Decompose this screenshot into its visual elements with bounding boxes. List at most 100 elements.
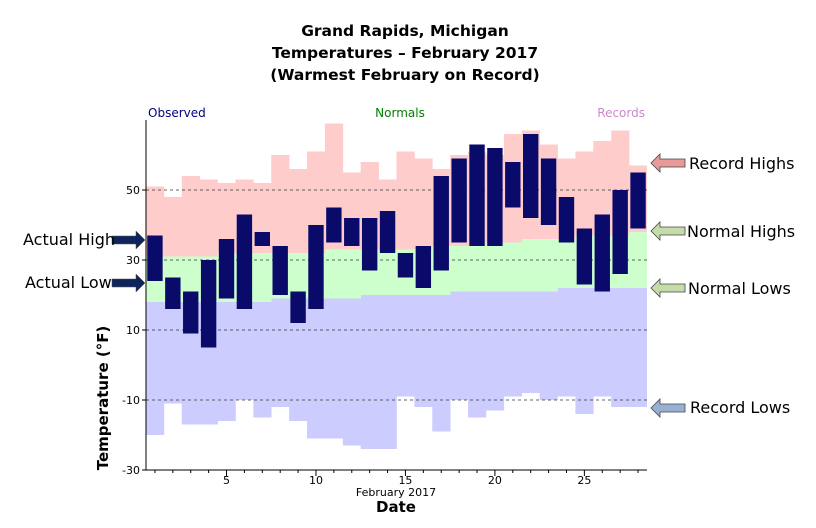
observed-bar (379, 211, 396, 253)
x-tick-label: 25 (577, 474, 591, 487)
callout-normal-lows: Normal Lows (688, 279, 791, 298)
observed-bar (183, 291, 199, 334)
record-low-band (468, 291, 487, 418)
record-low-band (485, 291, 505, 411)
arrow-record-highs-icon (650, 153, 686, 173)
chart-title-line-1: Grand Rapids, Michigan (301, 22, 509, 40)
observed-bar (290, 291, 306, 323)
y-axis-label: Temperature (°F) (94, 326, 112, 471)
observed-bar (630, 172, 646, 229)
record-low-band (271, 298, 290, 407)
observed-bar (361, 218, 378, 271)
x-tick-label: 15 (398, 474, 412, 487)
y-tick-label: 10 (126, 324, 140, 337)
observed-bar (540, 158, 557, 225)
normal-band (450, 246, 469, 292)
observed-bar (576, 228, 593, 285)
record-low-band (307, 298, 326, 439)
observed-bar (254, 232, 270, 246)
observed-bar (272, 246, 288, 295)
record-high-band (199, 179, 218, 257)
record-low-band (163, 302, 183, 404)
observed-bar (469, 144, 485, 246)
record-low-band (503, 291, 523, 397)
x-tick-label: 10 (309, 474, 323, 487)
observed-bar (147, 235, 163, 281)
record-low-band (253, 302, 272, 418)
observed-bar (165, 277, 181, 309)
axes (145, 120, 647, 471)
record-low-band (289, 298, 308, 421)
record-high-band (181, 176, 200, 257)
observed-bar (451, 158, 467, 243)
normal-band (342, 249, 362, 299)
record-low-band (146, 302, 165, 435)
record-high-band (271, 155, 290, 253)
record-high-band (217, 183, 236, 253)
observed-bar (308, 225, 324, 309)
callout-normal-highs: Normal Highs (687, 222, 796, 241)
normal-band (521, 239, 540, 292)
record-high-band (593, 141, 612, 236)
y-tick-label: 30 (126, 254, 140, 267)
record-low-band (450, 291, 469, 400)
x-tick-label: 20 (488, 474, 502, 487)
record-low-band (521, 291, 540, 393)
x-tick-label: 5 (223, 474, 230, 487)
record-high-band (575, 151, 594, 236)
observed-bar (594, 214, 610, 292)
normal-band (324, 249, 344, 299)
normal-band (539, 239, 558, 292)
callout-record-lows: Record Lows (690, 398, 791, 417)
record-low-band (342, 298, 362, 446)
arrow-record-lows-icon (650, 398, 686, 418)
record-low-band (593, 288, 612, 397)
observed-bar (200, 260, 217, 348)
record-low-band (414, 295, 433, 407)
observed-bar (415, 246, 432, 288)
record-low-band (217, 302, 236, 421)
observed-bar (433, 176, 449, 271)
record-low-band (575, 288, 594, 414)
ticks: -30 -10 10 30 50 5 10 15 20 25 (122, 184, 639, 487)
normal-band (557, 239, 576, 288)
record-low-band (432, 295, 451, 432)
record-high-band (163, 197, 183, 257)
record-high-band (396, 151, 415, 250)
normal-band (253, 253, 272, 302)
normal-band (378, 249, 397, 295)
record-low-band (378, 295, 397, 449)
legend-records: Records (597, 106, 645, 120)
chart-title-line-2: Temperatures – February 2017 (271, 44, 539, 62)
observed-bar (344, 218, 360, 246)
observed-bar (558, 197, 575, 243)
record-low-band (324, 298, 344, 439)
callout-actual-high: Actual High (23, 230, 115, 249)
arrow-actual-high-icon (111, 230, 146, 250)
x-axis-label: Date (376, 498, 416, 516)
observed-bar (326, 207, 342, 243)
arrow-normal-lows-icon (650, 278, 686, 298)
record-high-band (289, 169, 308, 253)
record-low-band (629, 288, 647, 407)
normal-band (181, 256, 200, 302)
observed-bar (236, 214, 253, 309)
normal-band (485, 242, 505, 292)
arrow-normal-highs-icon (650, 221, 686, 241)
chart-title-line-3: (Warmest February on Record) (270, 66, 540, 84)
record-low-band (539, 291, 558, 400)
legend-normals: Normals (375, 106, 425, 120)
observed-bars (147, 134, 646, 348)
normal-band (468, 246, 487, 292)
y-tick-label: 50 (126, 184, 140, 197)
observed-bar (487, 148, 503, 246)
record-low-band (557, 288, 576, 397)
y-tick-label: -30 (122, 464, 140, 477)
record-low-band (611, 288, 630, 407)
record-low-band (235, 302, 254, 400)
observed-bar (218, 239, 235, 299)
observed-bar (505, 162, 521, 208)
observed-bar (523, 134, 539, 218)
record-high-band (414, 158, 433, 250)
